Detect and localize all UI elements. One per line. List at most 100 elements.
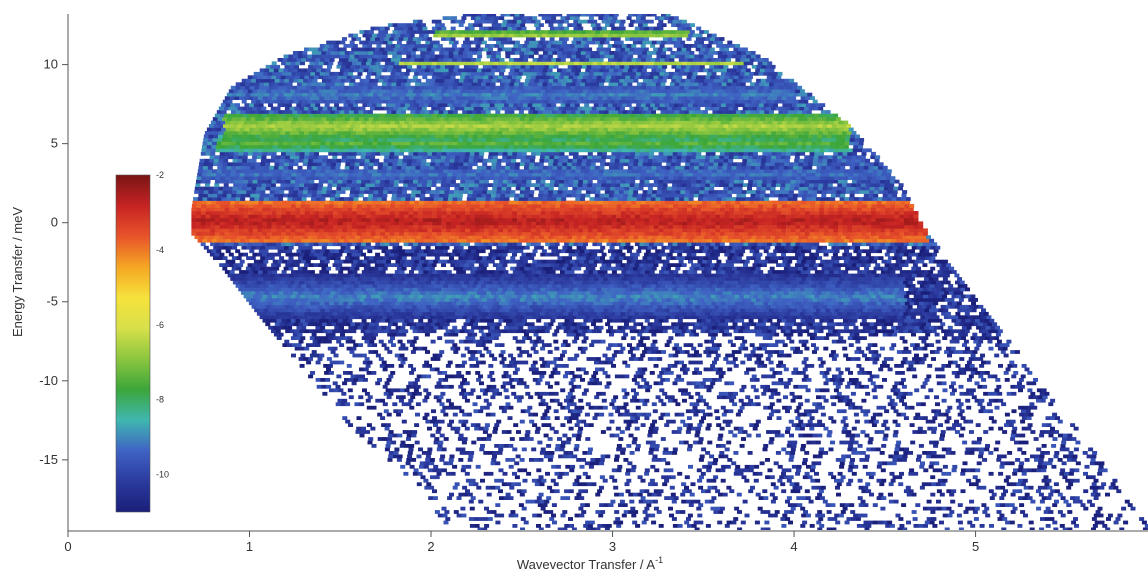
heatmap-cell xyxy=(468,391,474,396)
heatmap-cell xyxy=(393,304,399,309)
heatmap-cell xyxy=(371,444,377,448)
heatmap-cell xyxy=(533,332,539,337)
heatmap-cell xyxy=(292,284,298,288)
heatmap-cell xyxy=(702,378,708,382)
heatmap-cell xyxy=(329,388,334,393)
heatmap-cell xyxy=(800,447,806,452)
heatmap-cell xyxy=(281,294,287,299)
heatmap-cell xyxy=(870,329,876,334)
heatmap-cell xyxy=(648,304,653,309)
heatmap-cell xyxy=(445,311,451,316)
heatmap-cell xyxy=(754,284,760,288)
heatmap-cell xyxy=(846,482,852,487)
heatmap-cell xyxy=(555,464,561,469)
heatmap-cell xyxy=(462,395,468,400)
heatmap-cell xyxy=(819,318,825,323)
heatmap-cell xyxy=(398,329,404,334)
heatmap-cell xyxy=(448,384,454,389)
heatmap-cell xyxy=(882,284,888,288)
heatmap-cell xyxy=(962,284,968,288)
heatmap-cell xyxy=(802,384,808,389)
heatmap-cell xyxy=(801,513,807,518)
heatmap-cell xyxy=(425,419,431,424)
heatmap-cell xyxy=(436,381,442,386)
heatmap-cell xyxy=(968,374,974,379)
heatmap-cell xyxy=(854,350,860,354)
heatmap-cell xyxy=(505,291,511,295)
heatmap-cell xyxy=(580,315,586,320)
heatmap-cell xyxy=(914,353,919,358)
heatmap-cell xyxy=(1048,402,1054,407)
heatmap-cell xyxy=(756,304,762,309)
heatmap-cell xyxy=(542,360,548,365)
heatmap-cell xyxy=(643,499,649,504)
heatmap-cell xyxy=(925,291,931,295)
heatmap-cell xyxy=(825,315,831,320)
heatmap-cell xyxy=(511,364,517,368)
heatmap-cell xyxy=(795,416,801,420)
heatmap-cell xyxy=(796,371,802,375)
heatmap-cell xyxy=(937,318,943,323)
heatmap-cell xyxy=(951,468,957,473)
heatmap-cell xyxy=(372,308,378,313)
heatmap-cell xyxy=(578,489,584,494)
heatmap-cell xyxy=(581,510,587,514)
heatmap-cell xyxy=(622,284,628,288)
heatmap-cell xyxy=(979,524,985,528)
heatmap-cell xyxy=(463,339,469,344)
heatmap-cell xyxy=(630,398,636,403)
heatmap-cell xyxy=(957,503,963,507)
heatmap-cell xyxy=(892,315,897,320)
heatmap-cell xyxy=(549,398,555,403)
heatmap-cell xyxy=(871,294,877,299)
heatmap-cell xyxy=(562,433,568,438)
heatmap-cell xyxy=(371,336,377,340)
heatmap-cell xyxy=(716,444,721,448)
heatmap-cell xyxy=(901,315,907,320)
heatmap-cell xyxy=(879,346,885,351)
heatmap-cell xyxy=(366,336,372,340)
heatmap-cell xyxy=(908,364,914,368)
heatmap-cell xyxy=(590,298,596,302)
heatmap-cell xyxy=(970,336,976,340)
heatmap-cell xyxy=(977,402,983,407)
heatmap-cell xyxy=(473,322,478,327)
heatmap-cell xyxy=(365,287,371,292)
heatmap-cell xyxy=(432,318,438,323)
heatmap-cell xyxy=(572,322,578,327)
heatmap-cell xyxy=(418,294,424,299)
heatmap-cell xyxy=(732,433,738,438)
heatmap-cell xyxy=(542,503,548,507)
heatmap-cell xyxy=(589,343,595,347)
heatmap-cell xyxy=(781,524,787,528)
heatmap-cell xyxy=(969,430,974,434)
heatmap-cell xyxy=(695,304,701,309)
heatmap-cell xyxy=(634,398,640,403)
heatmap-cell xyxy=(664,308,670,313)
heatmap-cell xyxy=(741,315,746,320)
heatmap-cell xyxy=(978,329,984,334)
heatmap-cell xyxy=(341,329,347,334)
heatmap-cell xyxy=(484,294,490,299)
heatmap-cell xyxy=(900,360,906,365)
heatmap-cell xyxy=(309,336,315,340)
heatmap-cell xyxy=(994,405,1000,410)
heatmap-cell xyxy=(448,291,454,295)
heatmap-cell xyxy=(516,430,521,434)
heatmap-cell xyxy=(1064,447,1070,452)
heatmap-cell xyxy=(388,322,393,327)
heatmap-cell xyxy=(588,423,594,427)
heatmap-cell xyxy=(1042,485,1048,490)
heatmap-cell xyxy=(571,332,577,337)
heatmap-cell xyxy=(443,308,448,313)
heatmap-cell xyxy=(699,454,705,459)
heatmap-cell xyxy=(737,304,743,309)
heatmap-cell xyxy=(519,419,525,424)
heatmap-cell xyxy=(846,454,851,459)
heatmap-cell xyxy=(436,398,442,403)
heatmap-cell xyxy=(532,325,538,330)
heatmap-cell xyxy=(485,325,491,330)
heatmap-cell xyxy=(627,412,633,417)
heatmap-cell xyxy=(309,353,315,358)
